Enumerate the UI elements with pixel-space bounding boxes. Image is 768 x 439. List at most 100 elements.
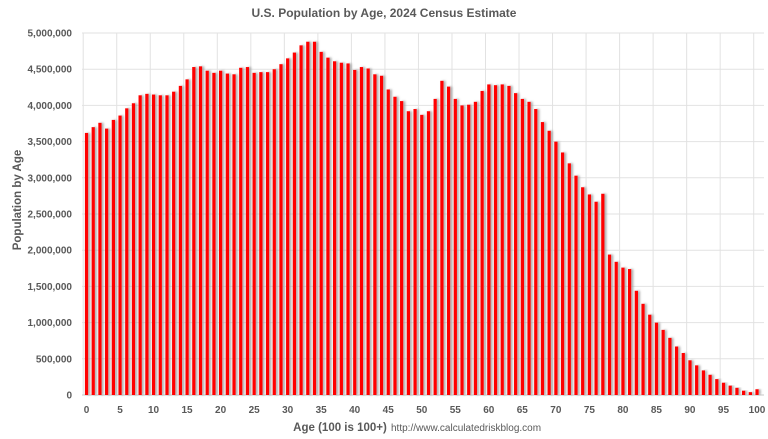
bar-age-83 bbox=[641, 303, 645, 395]
x-tick-label: 100 bbox=[749, 405, 766, 416]
bar-age-37 bbox=[332, 61, 337, 396]
bar-age-33 bbox=[306, 41, 310, 396]
bar-age-58 bbox=[473, 101, 478, 395]
bar-age-78 bbox=[607, 254, 612, 395]
bar-age-16 bbox=[192, 67, 196, 395]
y-tick-label: 4,000,000 bbox=[28, 101, 73, 112]
x-tick-label: 90 bbox=[684, 405, 696, 416]
bar-age-13 bbox=[172, 91, 176, 396]
y-tick-label: 3,500,000 bbox=[28, 137, 73, 148]
bar-age-51 bbox=[426, 111, 431, 395]
bar-age-0 bbox=[84, 132, 89, 396]
bar-age-10 bbox=[151, 94, 156, 395]
bar-age-76 bbox=[594, 201, 598, 395]
bar-age-94 bbox=[715, 379, 719, 395]
bar-age-41 bbox=[359, 67, 364, 395]
bar-age-50 bbox=[420, 114, 424, 395]
bar-age-48 bbox=[406, 111, 411, 395]
bar-age-72 bbox=[567, 163, 571, 395]
y-tick-label: 3,000,000 bbox=[28, 173, 73, 184]
y-tick-label: 4,500,000 bbox=[28, 65, 73, 76]
bar-age-52 bbox=[433, 98, 437, 395]
chart-title: U.S. Population by Age, 2024 Census Esti… bbox=[252, 6, 517, 20]
bar-age-60 bbox=[487, 84, 491, 396]
bar-age-75 bbox=[587, 194, 592, 395]
y-tick-label: 5,000,000 bbox=[28, 29, 73, 40]
bar-age-63 bbox=[507, 85, 511, 396]
bar-age-85 bbox=[654, 322, 659, 395]
bar-age-24 bbox=[245, 67, 250, 395]
source-url: http://www.calculatedriskblog.com bbox=[391, 423, 541, 434]
x-axis-ticks: 0 5 10 15 20 25 30 35 40 45 50 55 60 65 70 75 80 85 90 95 10… bbox=[84, 405, 766, 416]
bar-age-31 bbox=[292, 52, 297, 395]
bar-age-89 bbox=[681, 353, 685, 395]
x-tick-label: 60 bbox=[483, 405, 495, 416]
bar-age-12 bbox=[165, 95, 169, 395]
bar-age-40 bbox=[353, 69, 357, 395]
bar-age-97 bbox=[735, 387, 739, 395]
bar-age-54 bbox=[446, 86, 451, 396]
x-tick-label: 20 bbox=[215, 405, 227, 416]
y-tick-label: 500,000 bbox=[36, 354, 73, 365]
x-tick-label: 25 bbox=[249, 405, 261, 416]
bar-age-87 bbox=[668, 337, 672, 395]
bar-age-43 bbox=[373, 74, 377, 395]
bar-age-90 bbox=[688, 360, 692, 395]
gridlines bbox=[82, 32, 764, 396]
bar-age-69 bbox=[547, 130, 551, 396]
bar-age-81 bbox=[628, 269, 632, 395]
bar-age-49 bbox=[413, 109, 417, 396]
bar-age-11 bbox=[158, 95, 162, 395]
bar-age-1 bbox=[91, 127, 95, 396]
bar-age-92 bbox=[701, 370, 706, 395]
bar-age-84 bbox=[648, 314, 652, 395]
bar-age-56 bbox=[460, 105, 464, 396]
bar-age-68 bbox=[540, 122, 545, 395]
y-tick-label: 1,000,000 bbox=[28, 318, 73, 329]
bar-age-8 bbox=[138, 95, 142, 395]
bar-age-79 bbox=[614, 261, 618, 395]
bar-age-91 bbox=[695, 365, 699, 395]
bar-age-17 bbox=[198, 66, 203, 395]
bar-age-95 bbox=[721, 382, 726, 395]
bar-age-53 bbox=[440, 80, 444, 395]
x-tick-label: 45 bbox=[383, 405, 395, 416]
x-tick-label: 30 bbox=[282, 405, 294, 416]
bar-age-96 bbox=[728, 385, 732, 395]
x-tick-label: 15 bbox=[182, 405, 194, 416]
bar-age-23 bbox=[239, 67, 243, 395]
bar-age-39 bbox=[346, 63, 350, 396]
bar-age-30 bbox=[286, 58, 290, 396]
bar-age-71 bbox=[560, 152, 565, 395]
x-tick-label: 10 bbox=[148, 405, 160, 416]
x-tick-label: 95 bbox=[718, 405, 730, 416]
y-tick-label: 2,000,000 bbox=[28, 246, 73, 257]
bar-age-47 bbox=[400, 101, 404, 395]
y-axis-ticks: 0 500,000 1,000,000 1,500,000 2,000,000 2,500… bbox=[28, 29, 73, 402]
x-tick-label: 85 bbox=[651, 405, 663, 416]
bar-age-61 bbox=[493, 85, 498, 396]
bar-age-26 bbox=[259, 72, 263, 395]
bar-age-93 bbox=[708, 374, 712, 395]
bar-age-46 bbox=[393, 96, 397, 395]
bar-age-32 bbox=[299, 45, 303, 396]
bar-age-3 bbox=[105, 128, 109, 395]
bar-age-4 bbox=[111, 119, 116, 395]
bar-age-82 bbox=[634, 290, 639, 395]
bar-age-88 bbox=[674, 346, 679, 395]
bar-age-18 bbox=[205, 70, 209, 395]
bar-age-20 bbox=[219, 70, 223, 395]
bar-age-59 bbox=[480, 90, 484, 396]
bar-age-77 bbox=[601, 193, 605, 395]
x-tick-label: 80 bbox=[617, 405, 629, 416]
bar-age-65 bbox=[520, 98, 525, 395]
bar-age-44 bbox=[379, 75, 384, 395]
bar-age-35 bbox=[319, 51, 323, 395]
bar-age-66 bbox=[527, 101, 531, 395]
x-axis-label: Age (100 is 100+) bbox=[293, 422, 387, 434]
bar-age-67 bbox=[534, 109, 538, 396]
bar-age-99 bbox=[748, 392, 752, 395]
bar-age-100 bbox=[755, 389, 759, 395]
x-tick-label: 55 bbox=[450, 405, 462, 416]
